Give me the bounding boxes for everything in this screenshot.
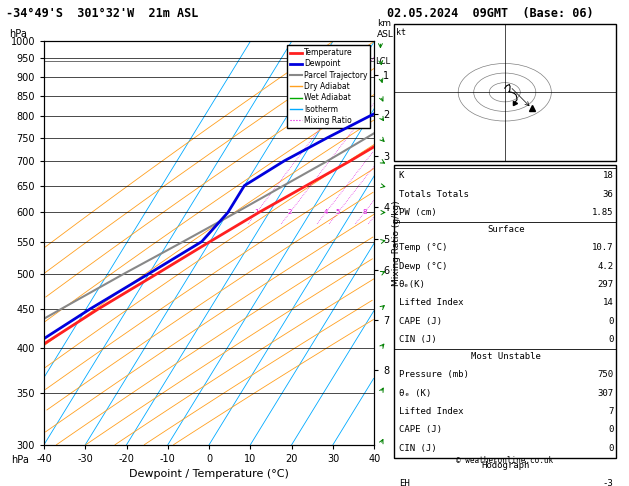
Text: K: K — [399, 171, 404, 180]
Text: LCL: LCL — [376, 57, 391, 66]
Text: kt: kt — [396, 28, 406, 37]
Text: 0: 0 — [608, 316, 613, 326]
Text: hPa: hPa — [11, 455, 29, 465]
Text: CIN (J): CIN (J) — [399, 444, 437, 452]
Text: 14: 14 — [603, 298, 613, 307]
Text: © weatheronline.co.uk: © weatheronline.co.uk — [456, 455, 554, 465]
FancyBboxPatch shape — [394, 24, 616, 161]
Text: -34°49'S  301°32'W  21m ASL: -34°49'S 301°32'W 21m ASL — [6, 7, 199, 20]
Text: 0: 0 — [608, 335, 613, 344]
X-axis label: Dewpoint / Temperature (°C): Dewpoint / Temperature (°C) — [129, 469, 289, 479]
Text: Most Unstable: Most Unstable — [471, 352, 541, 361]
Text: 750: 750 — [597, 370, 613, 380]
FancyBboxPatch shape — [394, 165, 616, 458]
Text: 18: 18 — [603, 171, 613, 180]
Text: Pressure (mb): Pressure (mb) — [399, 370, 469, 380]
Text: 297: 297 — [597, 280, 613, 289]
Text: Lifted Index: Lifted Index — [399, 407, 463, 416]
Text: Hodograph: Hodograph — [482, 461, 530, 470]
Text: 7: 7 — [608, 407, 613, 416]
Text: 02.05.2024  09GMT  (Base: 06): 02.05.2024 09GMT (Base: 06) — [387, 7, 593, 20]
Text: 36: 36 — [603, 190, 613, 199]
Text: Totals Totals: Totals Totals — [399, 190, 469, 199]
Text: Lifted Index: Lifted Index — [399, 298, 463, 307]
Text: 4.2: 4.2 — [597, 262, 613, 271]
Text: 0: 0 — [608, 444, 613, 452]
Text: CAPE (J): CAPE (J) — [399, 425, 442, 434]
Text: PW (cm): PW (cm) — [399, 208, 437, 217]
Y-axis label: Mixing Ratio (g/kg): Mixing Ratio (g/kg) — [392, 200, 401, 286]
Text: Temp (°C): Temp (°C) — [399, 243, 447, 252]
Legend: Temperature, Dewpoint, Parcel Trajectory, Dry Adiabat, Wet Adiabat, Isotherm, Mi: Temperature, Dewpoint, Parcel Trajectory… — [287, 45, 370, 128]
Text: 10.7: 10.7 — [592, 243, 613, 252]
Text: CIN (J): CIN (J) — [399, 335, 437, 344]
Text: 5: 5 — [336, 209, 340, 215]
Text: θₑ(K): θₑ(K) — [399, 280, 425, 289]
Text: EH: EH — [399, 479, 409, 486]
Text: 2: 2 — [288, 209, 292, 215]
Text: km
ASL: km ASL — [377, 19, 394, 39]
Text: 307: 307 — [597, 389, 613, 398]
Text: Dewp (°C): Dewp (°C) — [399, 262, 447, 271]
Text: -3: -3 — [603, 479, 613, 486]
Text: 1.85: 1.85 — [592, 208, 613, 217]
Text: 4: 4 — [324, 209, 328, 215]
Text: 8: 8 — [362, 209, 367, 215]
Text: 0: 0 — [608, 425, 613, 434]
Text: 1: 1 — [254, 209, 259, 215]
Text: hPa: hPa — [9, 29, 27, 39]
Text: CAPE (J): CAPE (J) — [399, 316, 442, 326]
Text: θₑ (K): θₑ (K) — [399, 389, 431, 398]
Text: Surface: Surface — [487, 225, 525, 234]
